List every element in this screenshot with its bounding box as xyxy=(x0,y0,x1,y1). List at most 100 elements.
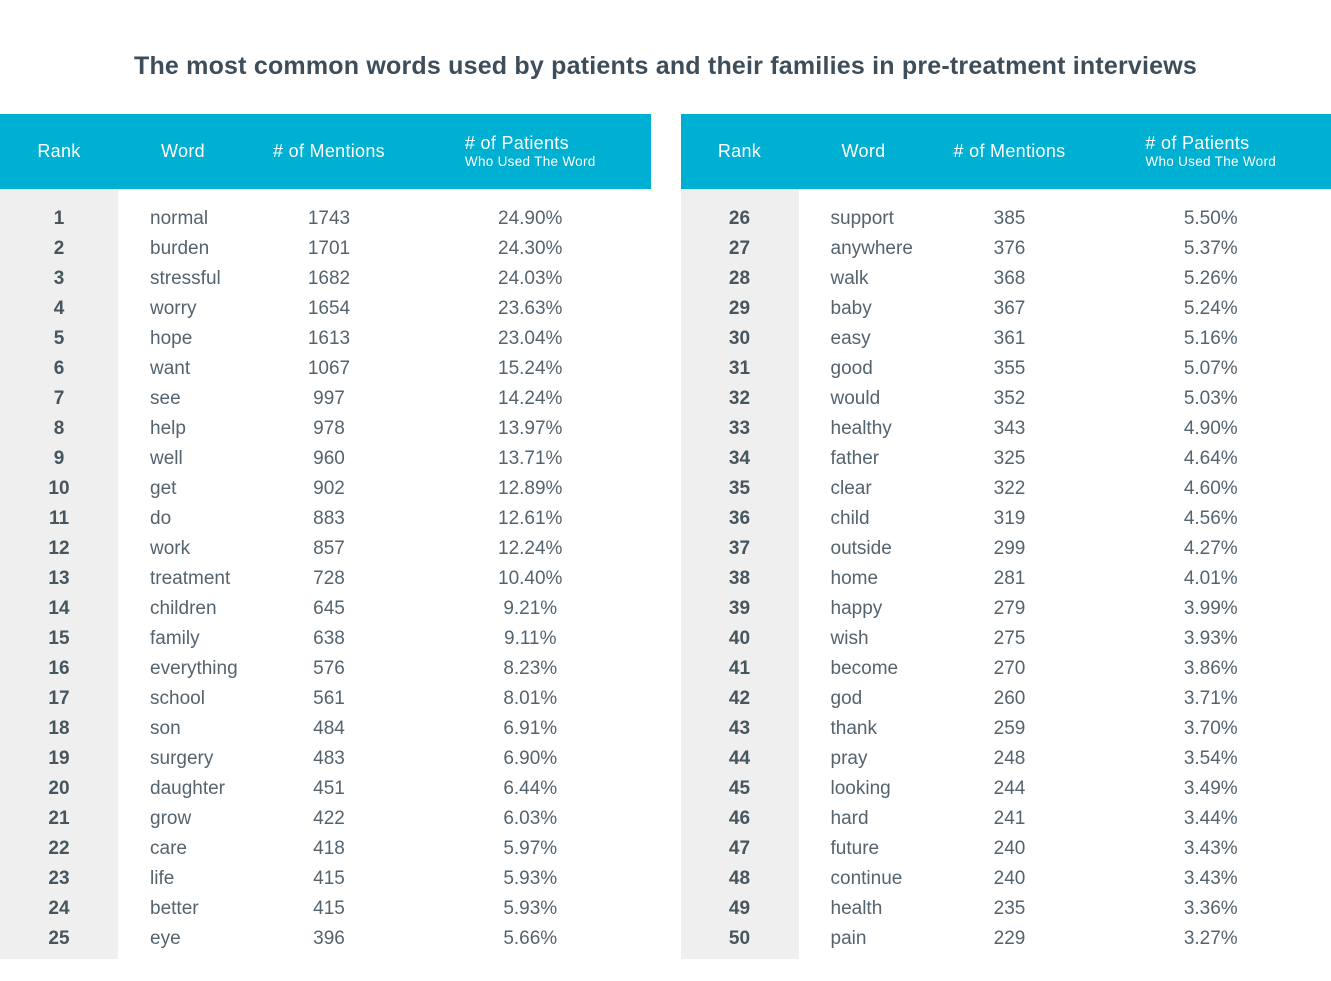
word-cell: life xyxy=(150,868,175,889)
mentions-cell: 322 xyxy=(993,478,1026,499)
table-row: 37 outside 299 4.27% xyxy=(681,534,1331,564)
word-cell: clear xyxy=(830,478,872,499)
table-row: 15 family 638 9.11% xyxy=(0,624,651,654)
patients-cell: 6.91% xyxy=(503,718,558,739)
mentions-cell: 325 xyxy=(993,448,1026,469)
table-row: 5 hope 1613 23.04% xyxy=(0,324,651,354)
rank-cell: 24 xyxy=(48,898,70,919)
table-row: 21 grow 422 6.03% xyxy=(0,804,651,834)
rank-cell: 45 xyxy=(728,778,751,799)
rank-cell: 41 xyxy=(728,658,751,679)
rank-cell: 35 xyxy=(728,478,751,499)
rank-cell: 23 xyxy=(48,868,70,889)
table-header: Rank Word # of Mentions # of Patients Wh… xyxy=(0,114,651,189)
mentions-cell: 235 xyxy=(993,898,1026,919)
word-cell: child xyxy=(830,508,870,529)
rank-cell: 25 xyxy=(48,928,70,949)
word-cell: thank xyxy=(830,718,877,739)
word-cell: anywhere xyxy=(830,238,913,259)
word-cell: care xyxy=(150,838,187,859)
mentions-cell: 281 xyxy=(993,568,1026,589)
mentions-cell: 260 xyxy=(993,688,1026,709)
mentions-cell: 638 xyxy=(313,628,345,649)
table-row: 48 continue 240 3.43% xyxy=(681,864,1331,894)
mentions-cell: 561 xyxy=(313,688,345,709)
word-cell: daughter xyxy=(150,778,226,799)
rank-cell: 38 xyxy=(728,568,751,589)
mentions-cell: 270 xyxy=(993,658,1026,679)
word-cell: work xyxy=(150,538,191,559)
word-cell: healthy xyxy=(830,418,892,439)
patients-cell: 5.93% xyxy=(503,868,558,889)
mentions-cell: 240 xyxy=(993,838,1026,859)
word-cell: home xyxy=(830,568,879,589)
word-cell: happy xyxy=(830,598,883,619)
patients-cell: 5.07% xyxy=(1183,358,1238,379)
patients-cell: 14.24% xyxy=(498,388,563,409)
table-row: 46 hard 241 3.44% xyxy=(681,804,1331,834)
table-row: 39 happy 279 3.99% xyxy=(681,594,1331,624)
rank-cell: 48 xyxy=(728,868,751,889)
rank-cell: 34 xyxy=(728,448,751,469)
table-row: 34 father 325 4.64% xyxy=(681,444,1331,474)
rank-cell: 18 xyxy=(48,718,70,739)
mentions-cell: 645 xyxy=(313,598,345,619)
patients-cell: 6.03% xyxy=(503,808,558,829)
table-row: 31 good 355 5.07% xyxy=(681,354,1331,384)
table-row: 9 well 960 13.71% xyxy=(0,444,651,474)
rank-cell: 13 xyxy=(48,568,70,589)
patients-cell: 4.90% xyxy=(1183,418,1238,439)
table-row: 41 become 270 3.86% xyxy=(681,654,1331,684)
header-mentions: # of Mentions xyxy=(273,141,385,161)
table-row: 18 son 484 6.91% xyxy=(0,714,651,744)
rank-cell: 29 xyxy=(728,298,751,319)
table-row: 50 pain 229 3.27% xyxy=(681,924,1331,954)
header-patients-line1: # of Patients xyxy=(1145,132,1250,153)
mentions-cell: 241 xyxy=(993,808,1026,829)
rank-cell: 20 xyxy=(48,778,70,799)
mentions-cell: 376 xyxy=(993,238,1026,259)
patients-cell: 5.26% xyxy=(1183,268,1238,289)
mentions-cell: 451 xyxy=(313,778,345,799)
rank-cell: 31 xyxy=(728,358,751,379)
rank-cell: 15 xyxy=(48,628,70,649)
rank-cell: 26 xyxy=(728,208,751,229)
patients-cell: 5.37% xyxy=(1183,238,1238,259)
table-row: 20 daughter 451 6.44% xyxy=(0,774,651,804)
patients-cell: 4.56% xyxy=(1183,508,1238,529)
mentions-cell: 1067 xyxy=(307,358,351,379)
rank-cell: 17 xyxy=(48,688,70,709)
table-row: 8 help 978 13.97% xyxy=(0,414,651,444)
word-cell: support xyxy=(830,208,894,229)
patients-cell: 4.01% xyxy=(1183,568,1238,589)
patients-cell: 5.66% xyxy=(503,928,558,949)
table-row: 22 care 418 5.97% xyxy=(0,834,651,864)
patients-cell: 6.90% xyxy=(503,748,558,769)
header-rank: Rank xyxy=(37,141,81,161)
header-patients-line1: # of Patients xyxy=(464,132,569,153)
word-cell: worry xyxy=(150,298,197,319)
rank-cell: 43 xyxy=(728,718,751,739)
mentions-cell: 483 xyxy=(313,748,345,769)
patients-cell: 3.86% xyxy=(1183,658,1238,679)
patients-cell: 24.90% xyxy=(498,208,563,229)
mentions-cell: 259 xyxy=(993,718,1026,739)
patients-cell: 3.99% xyxy=(1183,598,1238,619)
table-row: 42 god 260 3.71% xyxy=(681,684,1331,714)
table-row: 35 clear 322 4.60% xyxy=(681,474,1331,504)
table-row: 44 pray 248 3.54% xyxy=(681,744,1331,774)
table-row: 32 would 352 5.03% xyxy=(681,384,1331,414)
mentions-cell: 960 xyxy=(313,448,345,469)
mentions-cell: 415 xyxy=(313,898,345,919)
table-body: 26 support 385 5.50% 27 anywhere 376 5.37% 28 wal… xyxy=(680,189,1331,959)
rank-cell: 12 xyxy=(48,538,70,559)
word-cell: family xyxy=(150,628,200,649)
patients-cell: 24.30% xyxy=(498,238,563,259)
rank-cell: 39 xyxy=(728,598,751,619)
word-cell: baby xyxy=(830,298,872,319)
rank-cell: 28 xyxy=(728,268,751,289)
patients-cell: 3.44% xyxy=(1183,808,1238,829)
table-row: 26 support 385 5.50% xyxy=(681,204,1331,234)
word-table-left: Rank Word # of Mentions # of Patients Wh… xyxy=(0,114,651,959)
